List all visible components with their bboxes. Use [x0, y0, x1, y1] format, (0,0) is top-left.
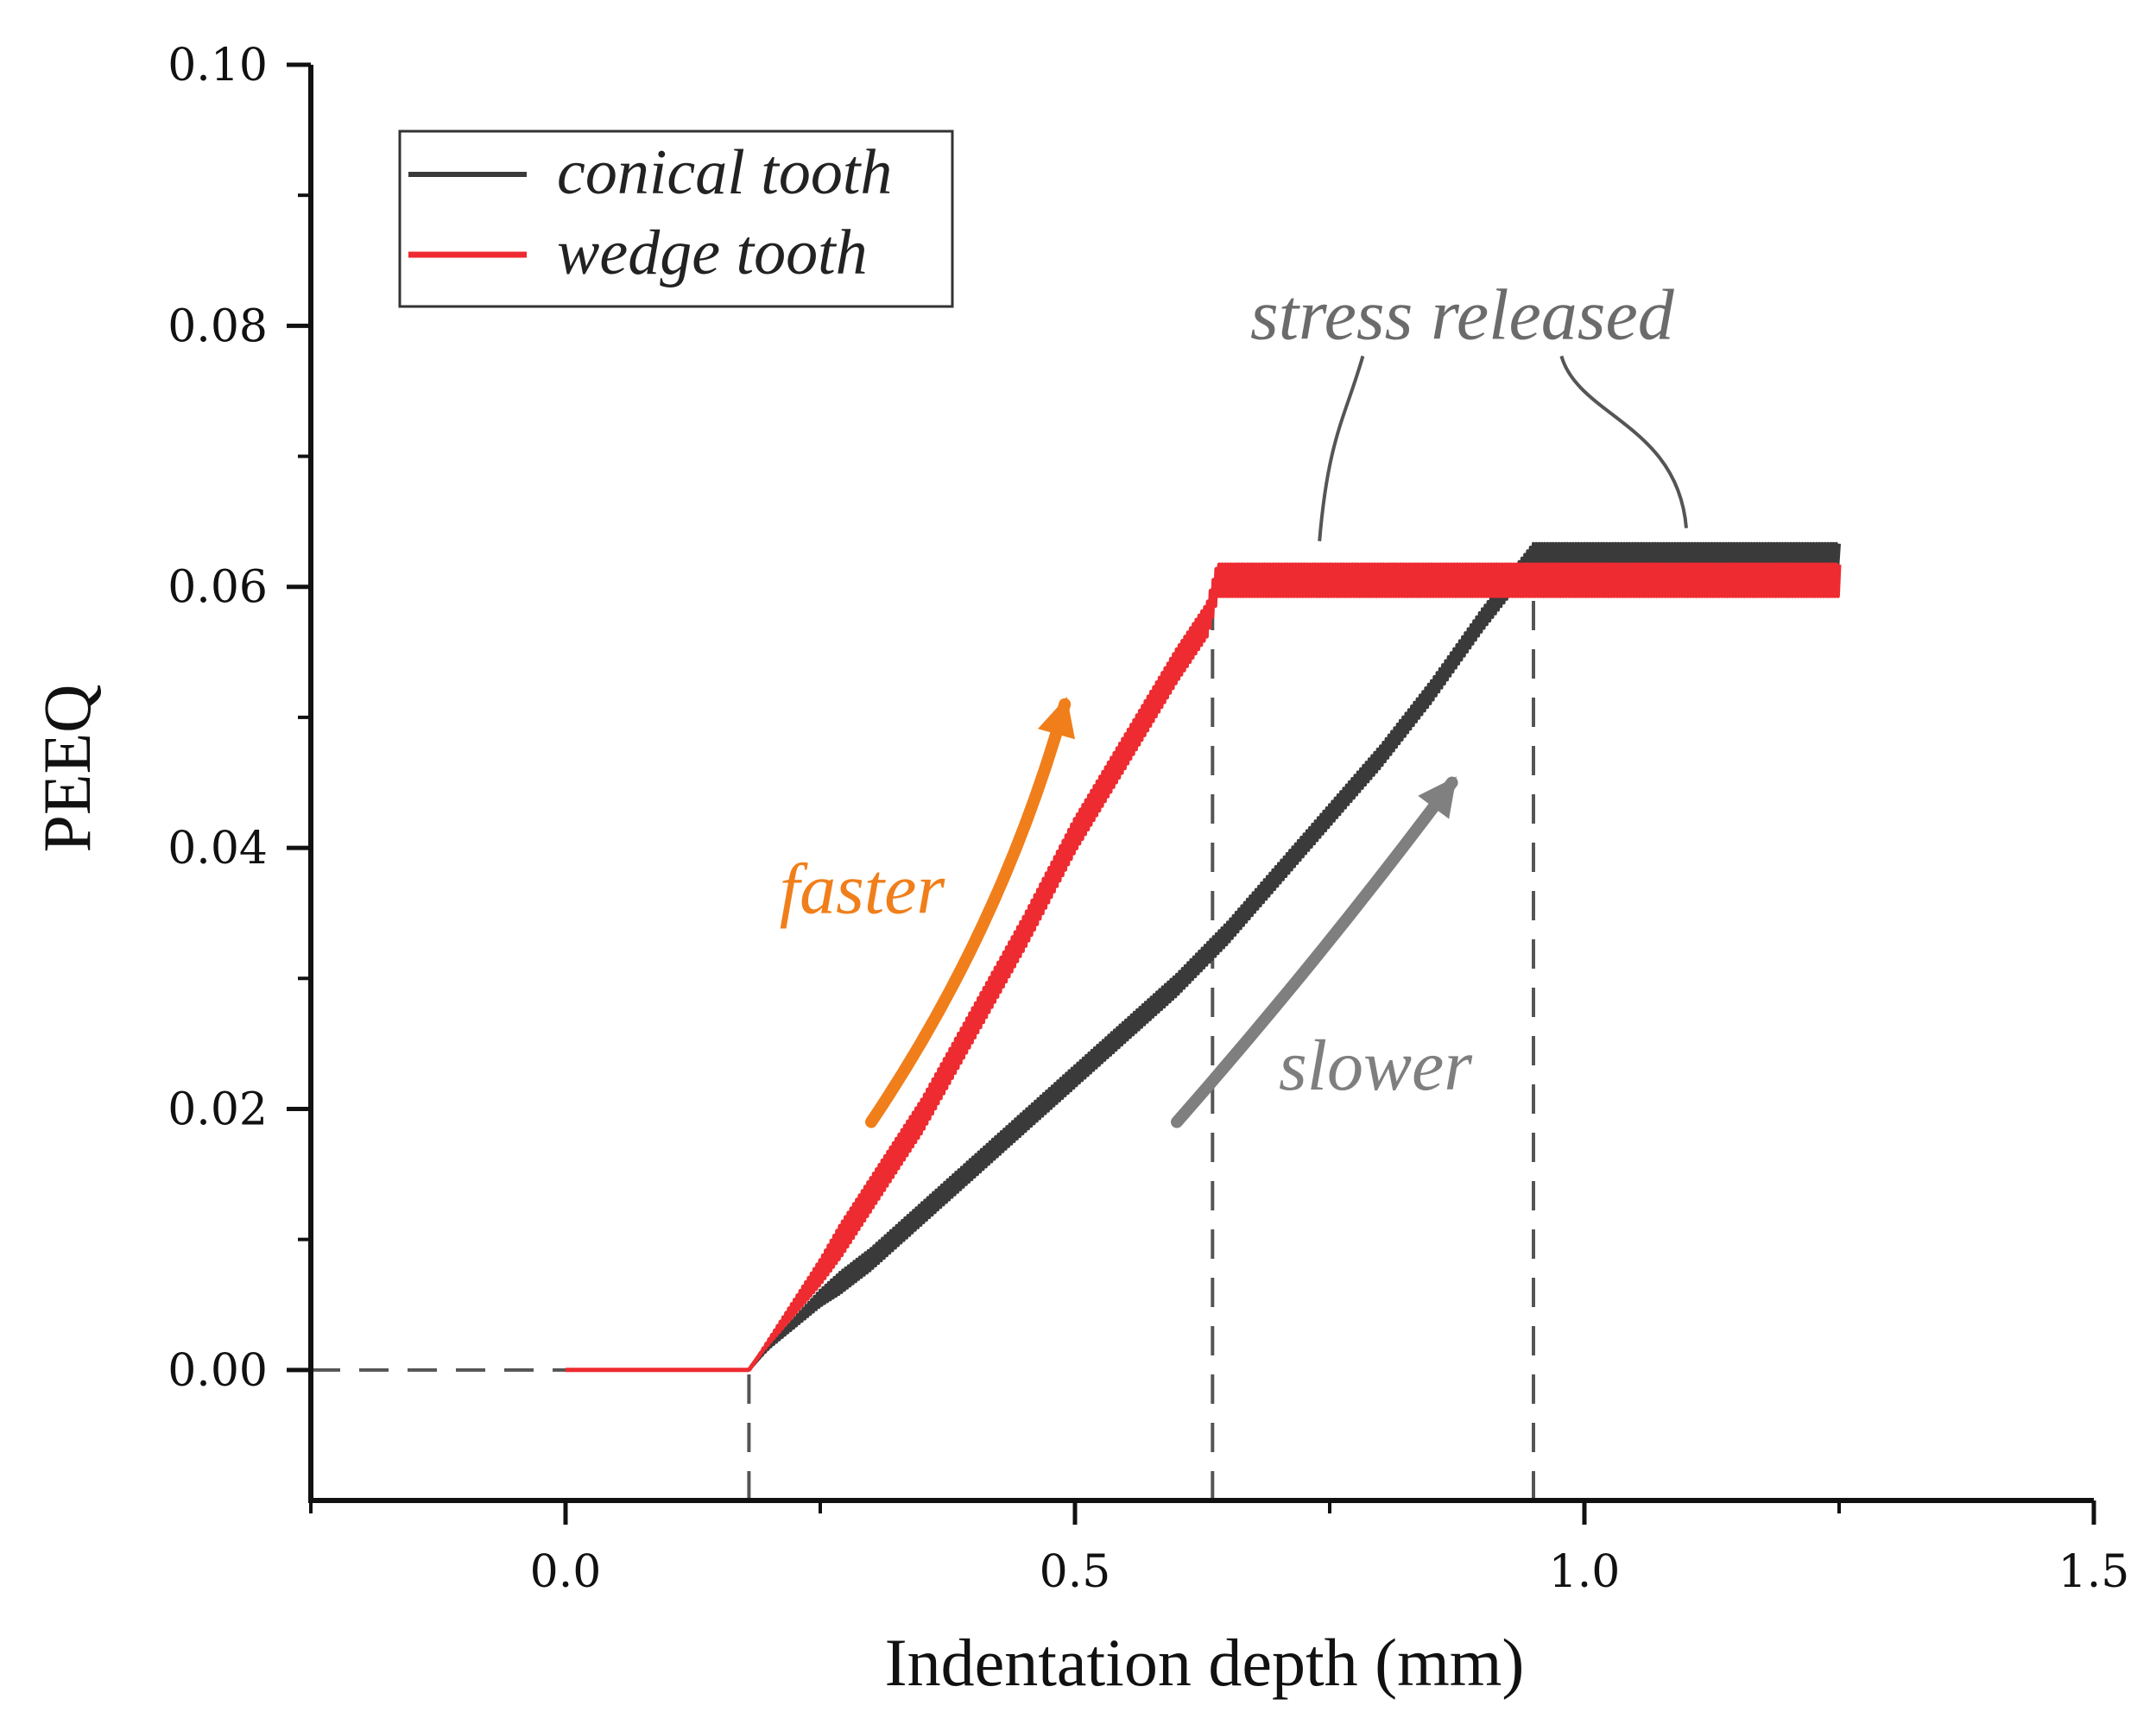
x-tick-label: 1.0	[1549, 1546, 1621, 1598]
legend: conical tooth wedge tooth	[398, 130, 954, 308]
legend-label-wedge: wedge tooth	[557, 218, 868, 288]
series-line-wedge-tooth	[565, 562, 1842, 1373]
y-tick-label: 0.06	[168, 562, 268, 614]
y-tick-label: 0.00	[168, 1345, 268, 1397]
faster-label: faster	[780, 850, 945, 930]
y-tick-label: 0.08	[168, 300, 268, 352]
y-tick-label: 0.02	[168, 1083, 268, 1135]
x-tick-label: 0.5	[1040, 1546, 1111, 1598]
stress-released-pointer	[1318, 355, 1365, 541]
y-tick-label: 0.04	[168, 823, 268, 875]
legend-box	[398, 130, 954, 308]
series-lines	[565, 541, 1842, 1373]
legend-label-conical: conical tooth	[557, 137, 892, 208]
stress-released-pointer	[1559, 355, 1688, 528]
faster-arrow	[865, 697, 1076, 1128]
slower-label: slower	[1279, 1026, 1472, 1106]
x-tick-label: 1.5	[2058, 1546, 2130, 1598]
y-tick-label: 0.10	[168, 40, 268, 92]
stress-released-label: stress released	[1250, 275, 1675, 355]
series-line-conical-tooth	[565, 541, 1841, 1372]
x-axis-title: Indentation depth (mm)	[885, 1625, 1525, 1700]
ticks: 0.00 0.02 0.04 0.06 0.08 0.10 0.0 0.5 1.0 1.5	[168, 40, 2129, 1598]
axes	[308, 65, 2094, 1503]
reference-lines	[311, 560, 1535, 1500]
slower-arrow	[1171, 776, 1458, 1128]
x-tick-label: 0.0	[530, 1546, 602, 1598]
annotations: faster slower stress released	[780, 275, 1688, 1128]
y-axis-title: PEEQ	[29, 685, 104, 853]
